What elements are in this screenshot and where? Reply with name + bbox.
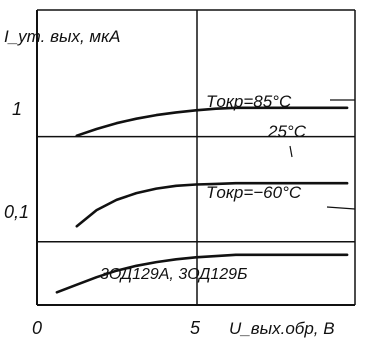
series-line-2: [55, 253, 349, 294]
series-line-0: [75, 106, 349, 137]
device-label: 3ОД129А, 3ОД129Б: [100, 266, 248, 283]
y-grid-lines: [37, 135, 355, 243]
series-line-1: [75, 181, 349, 228]
label-minus60c: Tокр=−60°C: [206, 183, 302, 202]
y-tick-label-0-1: 0,1: [4, 202, 29, 222]
x-axis-title: U_вых.обр, В: [229, 319, 335, 338]
x-tick-label-5: 5: [190, 318, 201, 338]
leader-minus60c: [326, 206, 356, 210]
label-85c: Tокр=85°C: [206, 92, 292, 111]
y-axis-title: I_ут. вых, мкА: [4, 27, 120, 46]
series-group: [55, 106, 349, 294]
label-25c: 25°C: [267, 122, 307, 141]
leader-25c: [289, 145, 293, 158]
y-tick-label-1: 1: [12, 99, 22, 119]
x-tick-label-0: 0: [32, 318, 42, 338]
